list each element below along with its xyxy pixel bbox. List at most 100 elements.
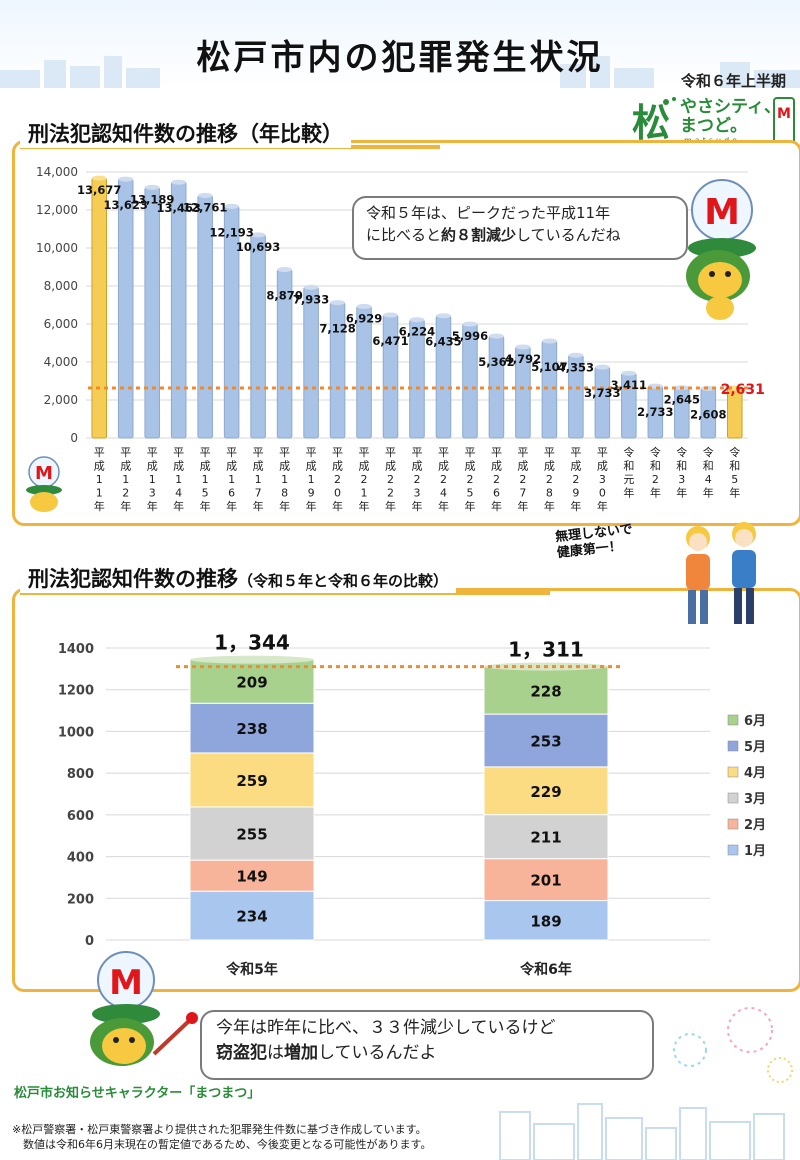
chart1-bar-cap: [489, 333, 504, 339]
chart2-segment-label: 238: [236, 720, 267, 738]
chart2-stacked-bar-chart: 0 200 400 600 800 1000 1200 1400 234 149 255 259 23…: [58, 631, 766, 978]
chart2-segment: [483, 666, 609, 715]
footnote: ※松戸警察署・松戸東警察署より提供された犯罪発生件数に基づき作成しています。 数…: [12, 1122, 431, 1152]
chart2-segment: [189, 702, 315, 754]
chart1-value-label: 7,128: [319, 322, 355, 336]
chart1-xtick-label: 平成 1 9 年: [306, 446, 317, 513]
chart1-bar-cap: [383, 312, 398, 318]
chart1-bar-cap: [303, 284, 319, 290]
chart1-xtick-label: 令和 2 年: [650, 445, 661, 500]
chart2-total-label: 1，344: [214, 631, 290, 655]
chart1-bar-cap: [277, 266, 292, 272]
chart1-value-label: 5,107: [531, 360, 567, 374]
chart2-legend-label: 4月: [744, 766, 766, 781]
mascot-matsumatsu-icon: M: [686, 179, 756, 320]
chart1-xtick-label: 平成 2 1 年: [359, 446, 370, 513]
bubble2-line2: 窃盗犯は増加しているんだよ: [216, 1041, 638, 1066]
logo-line2: まつど。: [680, 116, 748, 136]
chart2-segment-label: 259: [236, 772, 267, 790]
section2-underline: [20, 591, 550, 595]
chart2-bar-cap: [190, 655, 314, 664]
bubble1-line2: に比べると約８割減少しているんだね: [366, 224, 674, 246]
chart2-xtick-label: 令和5年: [225, 961, 278, 978]
chart1-ytick-label: 8,000: [44, 279, 78, 293]
chart1-ytick-label: 2,000: [44, 393, 78, 407]
chart1-value-label: 10,693: [236, 240, 280, 254]
chart1-ytick-label: 4,000: [44, 355, 78, 369]
chart1-value-label: 6,929: [346, 311, 382, 325]
chart1-value-label: 2,631: [721, 382, 765, 398]
section2-title-sub: （令和５年と令和６年の比較）: [238, 572, 449, 590]
skyline-decoration: [0, 56, 800, 88]
chart2-ytick-label: 800: [67, 767, 94, 782]
chart1-bar-cap: [542, 338, 557, 344]
chart1-bar: [356, 305, 372, 439]
chart1-xtick-label: 平成 1 2 年: [120, 446, 131, 513]
chart1-xtick-label: 令和元年: [623, 445, 634, 500]
chart1-ytick-label: 6,000: [44, 317, 78, 331]
chart1-bar-cap: [224, 203, 239, 209]
chart1-xtick-label: 平成 1 6 年: [226, 446, 237, 513]
chart1-xtick-label: 平成 2 5 年: [464, 446, 475, 513]
chart1-xtick-label: 平成 1 8 年: [279, 446, 290, 513]
chart2-segment: [483, 858, 609, 902]
chart2-segment: [189, 752, 315, 808]
chart2-legend-label: 6月: [744, 714, 766, 729]
chart2-legend-swatch: [727, 844, 739, 856]
chart1-bar-cap: [356, 303, 372, 309]
chart1-bar-cap: [171, 179, 186, 185]
chart1-xtick-label: 平成 2 6 年: [491, 446, 502, 513]
chart1-bar-cap: [515, 344, 531, 350]
chart1-value-label: 6,224: [399, 325, 435, 339]
mascot-small-icon: M: [26, 456, 62, 512]
chart1-value-label: 13,623: [104, 198, 148, 212]
chart1-bar-cap: [330, 300, 345, 306]
chart1-bar-cap: [118, 176, 134, 182]
speech-bubble-chart2: 今年は昨年に比べ、３３件減少しているけど 窃盗犯は増加しているんだよ: [200, 1010, 654, 1080]
svg-text:M: M: [704, 192, 740, 233]
bubble1-post: しているんだね: [516, 226, 621, 244]
bubble2-post: しているんだよ: [318, 1043, 437, 1063]
chart1-bar-cap: [568, 352, 584, 358]
chart1-value-label: 3,411: [611, 378, 647, 392]
chart1-value-label: 6,471: [372, 334, 408, 348]
chart1-ytick-label: 12,000: [36, 203, 78, 217]
mascot-bottom-icon: M: [90, 951, 198, 1066]
chart1-xtick-label: 平成 1 1 年: [94, 446, 105, 513]
bubble2-bold2: 増加: [284, 1043, 318, 1063]
chart1-value-label: 13,189: [130, 192, 174, 206]
svg-text:M: M: [777, 106, 791, 122]
chart2-xtick-label: 令和6年: [519, 961, 572, 978]
chart1-xtick-label: 平成 2 3 年: [412, 446, 423, 513]
chart1-bar: [594, 366, 611, 439]
walking-people-icon: [686, 522, 756, 624]
chart2-legend-swatch: [727, 714, 739, 726]
chart1-value-label: 6,435: [425, 335, 461, 349]
chart2-legend-label: 1月: [744, 844, 766, 859]
section2-title: 刑法犯認知件数の推移（令和５年と令和６年の比較）: [20, 563, 457, 593]
chart2-segment: [483, 766, 609, 816]
chart1-value-label: 7,933: [293, 292, 329, 306]
logo-text: やさシティ、 まつど。: [680, 98, 781, 136]
chart1-value-label: 2,608: [690, 407, 726, 421]
chart1-xtick-label: 平成 2 4 年: [438, 446, 449, 513]
chart1-xtick-label: 令和 5 年: [729, 445, 740, 500]
chart1-value-label: 2,733: [637, 405, 673, 419]
chart2-segment: [483, 713, 609, 768]
chart1-ytick-label: 0: [70, 431, 78, 445]
svg-text:松: 松: [632, 101, 670, 145]
chart1-bar-cap: [436, 313, 451, 319]
chart1-value-label: 5,996: [452, 329, 488, 343]
chart1-xtick-label: 令和 4 年: [703, 445, 714, 500]
section2-title-main: 刑法犯認知件数の推移: [28, 567, 238, 591]
chart2-legend-swatch: [727, 766, 739, 778]
chart1-xtick-label: 令和 3 年: [676, 445, 687, 500]
chart2-ytick-label: 600: [67, 809, 94, 824]
chart1-xtick-label: 平成 2 9 年: [570, 446, 581, 513]
page-title: 松戸市内の犯罪発生状況: [196, 38, 604, 78]
chart1-bar-cap: [250, 232, 266, 238]
chart1-bar-cap: [409, 317, 425, 323]
bubble2-line1: 今年は昨年に比べ、３３件減少しているけど: [216, 1018, 556, 1038]
chart2-legend-label: 2月: [744, 818, 766, 833]
chart2-ytick-label: 1000: [58, 725, 94, 740]
